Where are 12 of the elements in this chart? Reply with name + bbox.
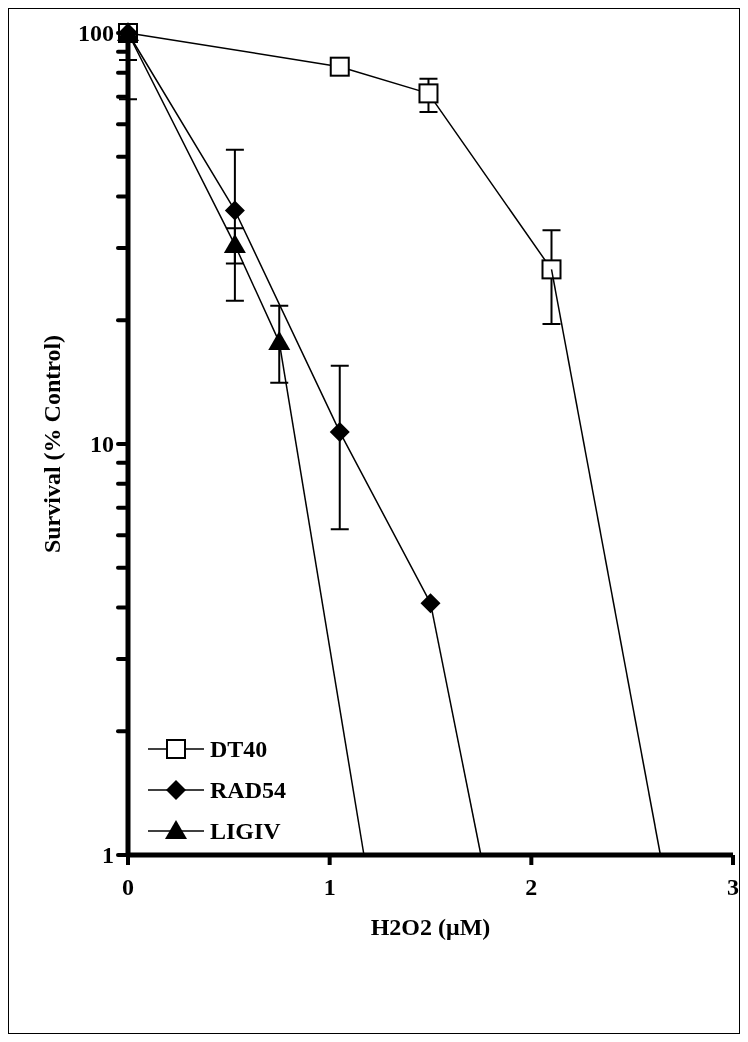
- legend-label: DT40: [210, 736, 268, 763]
- legend-label: RAD54: [210, 777, 286, 804]
- x-tick-label: 3: [727, 874, 739, 900]
- y-tick-label: 10: [90, 431, 114, 458]
- y-tick-label: 100: [78, 20, 114, 47]
- x-axis-title: H2O2 (μM): [370, 914, 491, 940]
- y-tick-label: 1: [102, 842, 114, 869]
- x-tick-label: 1: [323, 874, 336, 900]
- x-tick-label: 2: [525, 874, 538, 900]
- legend-label: LIGIV: [210, 818, 282, 845]
- y-axis-title: Survival (% Control): [39, 334, 65, 554]
- x-tick-label: 0: [122, 874, 134, 900]
